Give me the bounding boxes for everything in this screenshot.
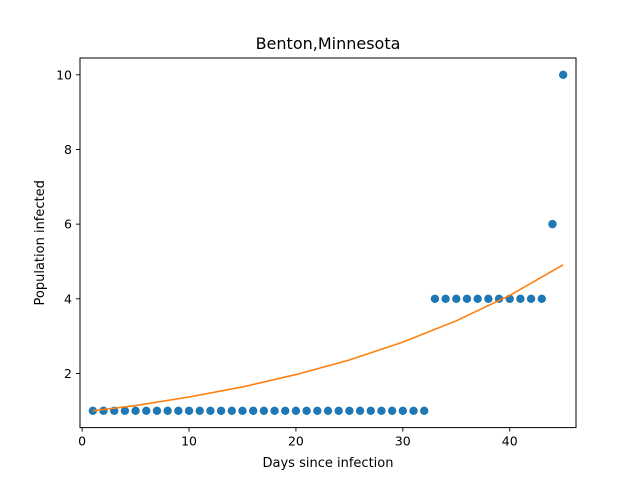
data-point xyxy=(558,70,568,80)
data-point xyxy=(323,406,333,415)
x-tick-label: 20 xyxy=(288,434,304,449)
x-tick-label: 10 xyxy=(181,434,197,449)
data-point xyxy=(259,406,269,415)
data-point xyxy=(366,406,375,415)
data-point xyxy=(184,406,194,415)
data-point xyxy=(484,294,493,303)
y-tick-label: 2 xyxy=(64,366,72,381)
data-point xyxy=(334,406,343,415)
y-tick-label: 10 xyxy=(56,67,72,82)
data-point xyxy=(302,406,311,415)
data-point xyxy=(174,406,183,415)
data-point xyxy=(409,406,418,415)
data-point xyxy=(430,294,440,303)
y-tick-label: 6 xyxy=(64,217,72,232)
trend-line xyxy=(92,264,564,412)
data-point xyxy=(398,406,408,415)
data-point xyxy=(526,294,536,303)
data-point xyxy=(206,406,215,415)
data-point xyxy=(248,406,258,415)
data-point xyxy=(120,406,130,415)
data-point xyxy=(537,294,546,303)
data-point xyxy=(238,406,247,415)
data-point xyxy=(195,406,204,415)
y-axis: 2 4 6 8 10 xyxy=(56,67,80,381)
axes-frame xyxy=(79,57,577,429)
data-point xyxy=(355,406,365,415)
data-point xyxy=(291,406,301,415)
data-point xyxy=(163,406,172,415)
data-point xyxy=(345,406,354,415)
data-point xyxy=(548,219,557,229)
x-tick-label: 0 xyxy=(78,434,86,449)
data-point xyxy=(452,294,461,303)
data-point xyxy=(281,406,290,415)
data-point xyxy=(387,406,397,415)
y-tick-label: 8 xyxy=(64,142,72,157)
data-point xyxy=(216,406,226,415)
data-point xyxy=(377,406,386,415)
x-axis-label: Days since infection xyxy=(263,456,394,471)
data-point xyxy=(99,406,108,415)
data-point xyxy=(441,294,450,303)
data-point xyxy=(462,294,472,303)
data-point xyxy=(313,406,322,415)
x-tick-label: 40 xyxy=(502,434,518,449)
data-point xyxy=(152,406,162,415)
data-point xyxy=(420,406,429,415)
data-point xyxy=(227,406,236,415)
data-point xyxy=(270,406,279,415)
y-axis-label: Population infected xyxy=(33,180,48,305)
data-point xyxy=(516,294,525,303)
plot-area xyxy=(88,70,568,415)
data-point xyxy=(142,406,151,415)
x-axis: 0 10 20 30 40 xyxy=(78,427,518,449)
chart-title: Benton,Minnesota xyxy=(256,34,401,53)
y-tick-label: 4 xyxy=(64,291,72,306)
data-point xyxy=(131,406,140,415)
x-tick-label: 30 xyxy=(395,434,411,449)
data-point xyxy=(473,294,482,303)
